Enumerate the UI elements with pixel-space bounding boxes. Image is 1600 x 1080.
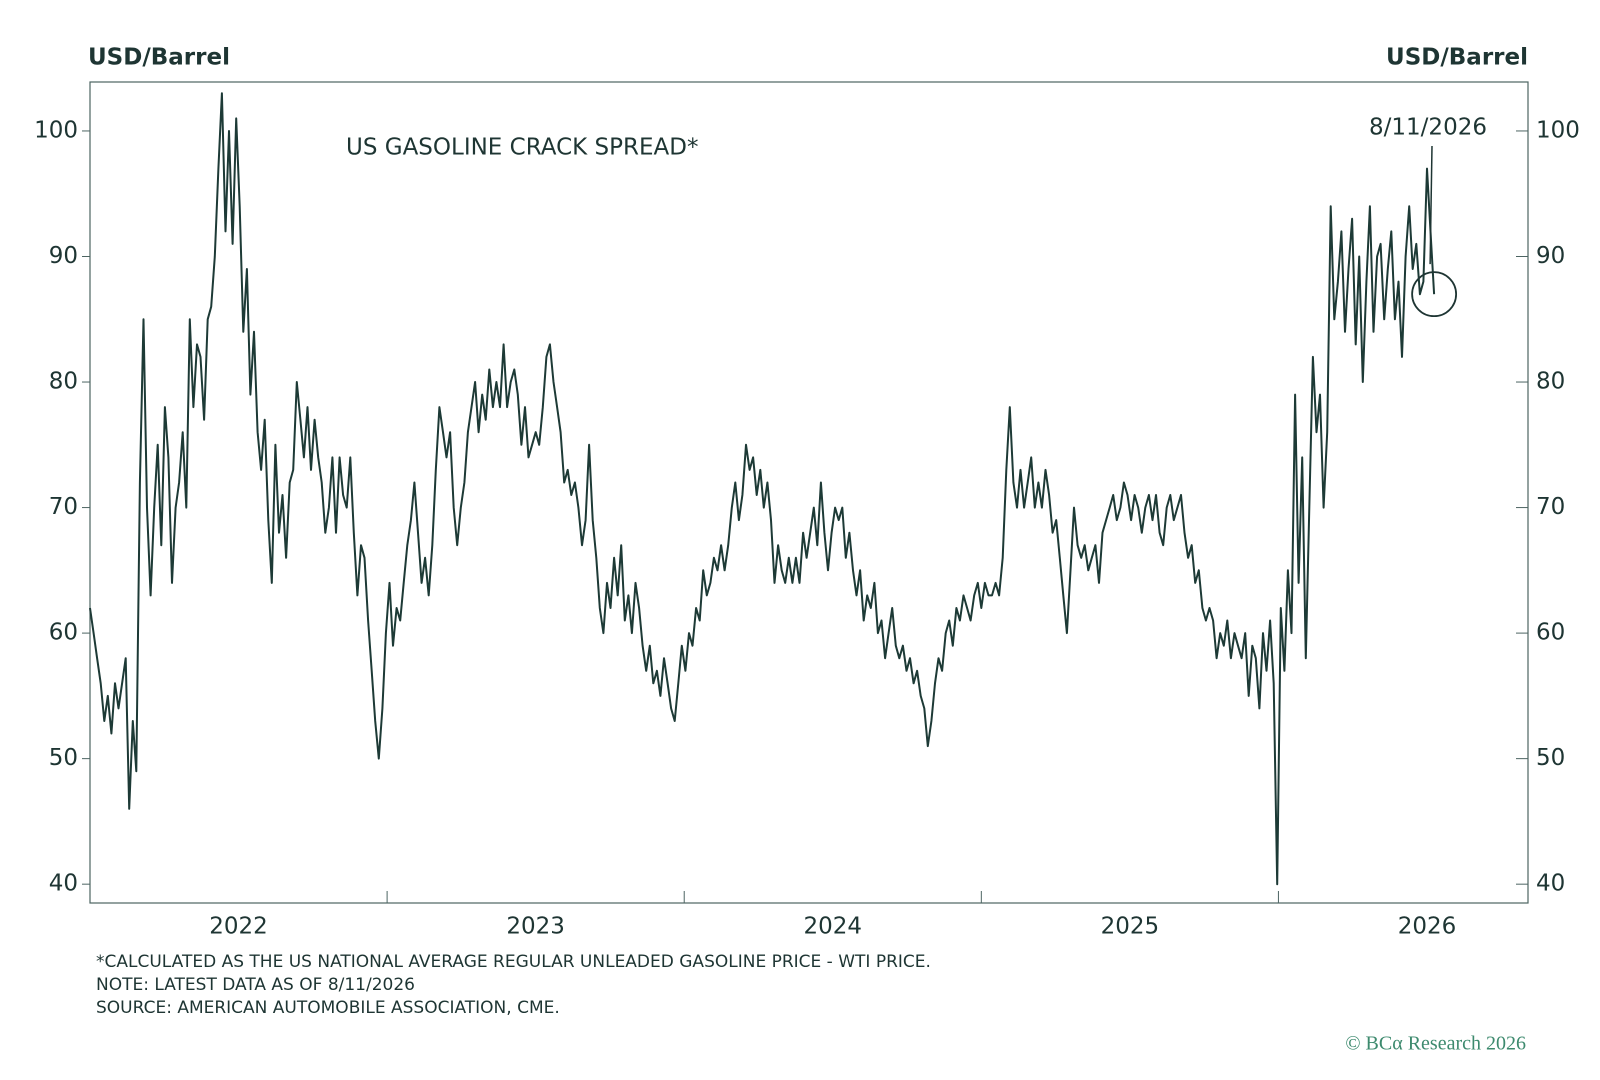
y-tick-label: 40: [49, 871, 78, 897]
y2-tick-label: 60: [1536, 620, 1565, 646]
x-tick-label: 2022: [209, 914, 268, 940]
annotation: 8/11/2026: [1369, 115, 1487, 141]
annotation-circle: [1411, 271, 1458, 318]
y2-axis-label: USD/Barrel: [1386, 45, 1528, 71]
x-tick-label: 2026: [1398, 914, 1457, 940]
y-tick-label: 50: [49, 745, 78, 771]
plot-frame: [89, 81, 1529, 904]
y2-tick-label: 100: [1536, 117, 1580, 143]
x-tick-label: 2025: [1101, 914, 1160, 940]
footnote: SOURCE: AMERICAN AUTOMOBILE ASSOCIATION,…: [96, 998, 560, 1018]
y-tick-label: 60: [49, 620, 78, 646]
y2-tick-label: 80: [1536, 369, 1565, 395]
annotation-arrow: [1429, 145, 1433, 265]
y2-tick-label: 90: [1536, 243, 1565, 269]
y2-tick-label: 50: [1536, 745, 1565, 771]
y-tick-label: 90: [49, 243, 78, 269]
x-tick-label: 2023: [506, 914, 565, 940]
y-tick-label: 70: [49, 494, 78, 520]
y2-tick-label: 40: [1536, 871, 1565, 897]
footnote: *CALCULATED AS THE US NATIONAL AVERAGE R…: [96, 952, 931, 972]
footnote: NOTE: LATEST DATA AS OF 8/11/2026: [96, 975, 415, 995]
chart-title: US GASOLINE CRACK SPREAD*: [346, 135, 698, 161]
y2-tick-label: 70: [1536, 494, 1565, 520]
credit: © BCα Research 2026: [1345, 1033, 1526, 1055]
y-tick-label: 80: [49, 369, 78, 395]
y-tick-label: 100: [34, 117, 78, 143]
line-series: [89, 92, 1436, 886]
y-axis-label: USD/Barrel: [88, 45, 230, 71]
x-tick-label: 2024: [803, 914, 862, 940]
